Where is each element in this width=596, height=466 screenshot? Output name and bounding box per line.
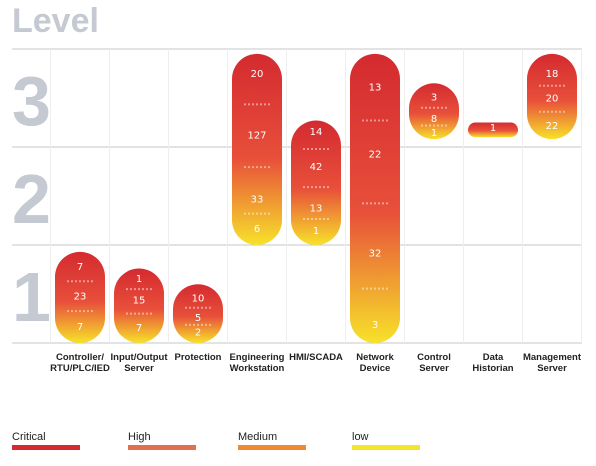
bar	[232, 53, 282, 246]
bar	[114, 268, 164, 343]
data-label: 14	[310, 127, 323, 138]
bar	[173, 284, 223, 343]
data-label: 23	[74, 291, 87, 302]
legend-swatch	[12, 445, 80, 450]
legend-label: Critical	[12, 431, 46, 443]
category-label: Management Server	[523, 352, 582, 374]
data-label: 7	[77, 322, 83, 333]
data-label: 3	[431, 93, 437, 104]
data-label: 13	[369, 83, 382, 94]
data-label: 18	[546, 69, 559, 80]
category-label: Control Server	[417, 352, 451, 374]
data-label: 2	[195, 328, 201, 339]
data-label: 42	[310, 162, 323, 173]
legend-swatch	[352, 445, 420, 450]
data-label: 20	[546, 94, 559, 105]
legend-label: low	[352, 431, 369, 443]
level-number: 2	[12, 160, 51, 238]
data-label: 6	[254, 224, 260, 235]
data-label: 10	[192, 293, 205, 304]
data-label: 1	[136, 274, 142, 285]
category-label: Protection	[175, 352, 222, 363]
legend-label: High	[128, 431, 151, 443]
level-number: 1	[12, 258, 51, 336]
data-label: 127	[247, 131, 266, 142]
data-label: 20	[251, 69, 264, 80]
data-label: 3	[372, 320, 378, 331]
bar	[468, 122, 518, 138]
data-label: 7	[77, 262, 83, 273]
data-label: 22	[546, 121, 559, 132]
data-label: 7	[136, 323, 142, 334]
category-label: Engineering Workstation	[230, 352, 285, 374]
data-label: 32	[369, 248, 382, 259]
bar	[527, 53, 577, 140]
data-label: 22	[369, 149, 382, 160]
legend: Critical High Medium low	[12, 431, 420, 450]
category-label: Data Historian	[472, 352, 513, 374]
data-label: 1	[313, 226, 319, 237]
data-label: 1	[490, 123, 496, 134]
bar	[350, 53, 400, 344]
chart-title: Level	[12, 2, 99, 40]
legend-swatch	[128, 445, 196, 450]
level-axis: 1 2 3	[12, 62, 51, 336]
legend-label: Medium	[238, 431, 277, 443]
grid-lines	[12, 48, 582, 344]
bar	[291, 120, 341, 245]
data-label: 8	[431, 114, 437, 125]
category-label: Controller/RTU/PLC/IED	[50, 352, 110, 374]
data-label: 5	[195, 313, 201, 324]
bar	[55, 251, 105, 343]
category-label: Input/Output Server	[111, 352, 169, 374]
category-label: HMI/SCADA	[289, 352, 343, 363]
data-label: 1	[431, 128, 437, 139]
data-label: 15	[133, 295, 146, 306]
data-label: 13	[310, 203, 323, 214]
data-label: 33	[251, 194, 264, 205]
bar	[409, 83, 459, 140]
legend-swatch	[238, 445, 306, 450]
category-label: Network Device	[356, 352, 394, 374]
level-number: 3	[12, 62, 51, 140]
